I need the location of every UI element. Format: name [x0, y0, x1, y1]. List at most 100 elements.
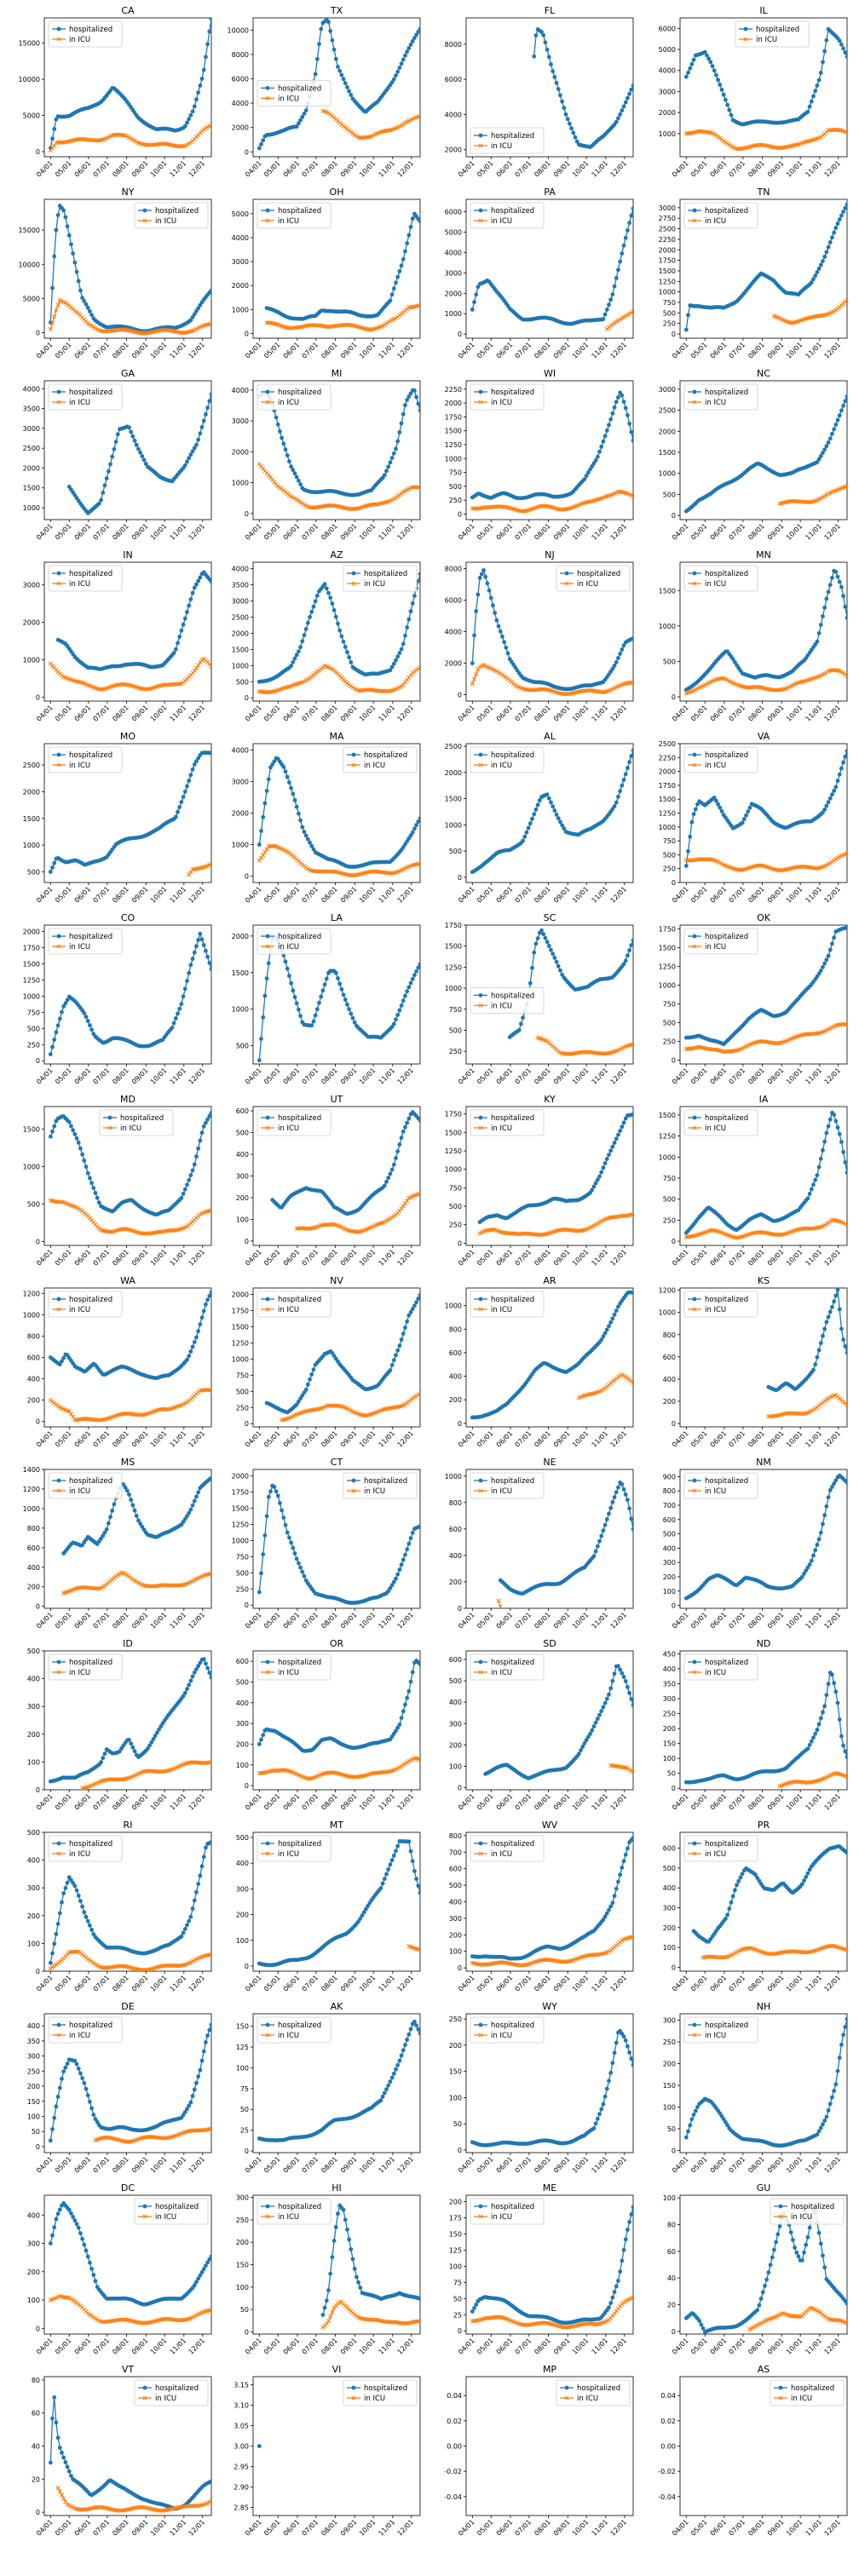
legend-label: hospitalized: [69, 751, 112, 760]
x-tick-label: 10/01: [358, 522, 378, 542]
hospitalized-point: [143, 462, 148, 466]
subplot-title: MN: [756, 549, 771, 561]
x-tick-label: 08/01: [111, 159, 130, 179]
x-tick-label: 11/01: [378, 341, 397, 360]
hospitalized-point: [69, 1124, 73, 1129]
hospitalized-point: [287, 780, 291, 785]
x-tick-label: 04/01: [671, 522, 690, 542]
hospitalized-point: [835, 574, 840, 579]
x-tick-label: 11/01: [591, 885, 610, 905]
hospitalized-point: [394, 1156, 398, 1160]
hospitalized-point: [71, 1128, 76, 1133]
hospitalized-point: [472, 633, 476, 638]
legend-marker: [56, 37, 61, 42]
legend-marker: [265, 85, 270, 90]
hospitalized-point: [345, 650, 349, 654]
hospitalized-point: [179, 800, 184, 804]
hospitalized-point: [816, 266, 822, 271]
x-tick-label: 12/01: [823, 1067, 843, 1086]
x-tick-label: 11/01: [169, 885, 188, 905]
x-tick-label: 06/01: [282, 704, 302, 723]
subplot-title: SC: [544, 912, 556, 923]
plot-area: [48, 204, 211, 336]
hospitalized-point: [341, 77, 346, 82]
x-tick-label: 12/01: [396, 522, 416, 542]
hospitalized-point: [388, 1171, 393, 1176]
x-tick-label: 06/01: [495, 159, 515, 179]
hospitalized-point: [551, 952, 556, 957]
y-tick-label: 1000: [659, 470, 676, 478]
y-tick-label: 6000: [659, 25, 676, 32]
y-tick-label: 500: [449, 1203, 462, 1210]
hospitalized-point: [198, 83, 203, 88]
hospitalized-point: [599, 444, 604, 449]
x-tick-label: 06/01: [282, 159, 302, 179]
subplot-title: AZ: [330, 549, 343, 561]
hospitalized-point: [631, 438, 633, 443]
x-tick-label: 12/01: [609, 522, 629, 542]
x-tick-label: 06/01: [73, 159, 93, 179]
hospitalized-point: [52, 254, 57, 259]
hospitalized-point: [199, 425, 205, 429]
x-tick-label: 12/01: [187, 522, 207, 542]
x-tick-label: 12/01: [823, 704, 843, 723]
x-tick-label: 04/01: [457, 1248, 476, 1268]
hospitalized-point: [185, 1182, 189, 1187]
series-line-icu: [258, 463, 420, 510]
hospitalized-point: [826, 244, 831, 250]
y-tick-label: 2500: [659, 226, 676, 233]
hospitalized-point: [705, 53, 709, 58]
legend-marker: [478, 143, 483, 148]
hospitalized-point: [827, 796, 833, 801]
hospitalized-point: [401, 641, 406, 647]
hospitalized-point: [89, 313, 94, 317]
x-tick-label: 12/01: [187, 1067, 207, 1086]
hospitalized-point: [569, 126, 574, 131]
y-tick-label: 500: [663, 658, 676, 665]
hospitalized-point: [616, 794, 620, 799]
hospitalized-point: [477, 576, 482, 580]
hospitalized-point: [194, 1154, 199, 1159]
plot-area: [532, 26, 633, 149]
hospitalized-point: [388, 460, 393, 465]
legend-label: hospitalized: [491, 132, 534, 141]
x-tick-label: 09/01: [130, 341, 150, 360]
hospitalized-point: [608, 1148, 614, 1153]
hospitalized-point: [483, 574, 488, 579]
hospitalized-point: [397, 66, 402, 70]
x-tick-label: 10/01: [149, 1067, 169, 1086]
y-tick-label: 1250: [659, 963, 676, 970]
legend-label: hospitalized: [705, 751, 748, 760]
hospitalized-point: [192, 1162, 197, 1167]
x-tick-label: 06/01: [709, 704, 729, 723]
hospitalized-point: [287, 459, 291, 464]
x-tick-label: 04/01: [244, 704, 263, 723]
hospitalized-point: [55, 1023, 61, 1028]
hospitalized-point: [343, 81, 348, 86]
icu-point: [845, 484, 847, 489]
legend-marker: [743, 26, 748, 32]
hospitalized-point: [333, 970, 338, 975]
hospitalized-point: [809, 99, 814, 104]
hospitalized-point: [333, 614, 338, 619]
hospitalized-point: [412, 594, 417, 598]
y-tick-label: 3000: [23, 425, 40, 433]
hospitalized-point: [194, 944, 199, 949]
hospitalized-point: [414, 969, 419, 974]
hospitalized-point: [824, 37, 829, 43]
y-tick-label: 2000: [232, 282, 249, 290]
x-tick-label: 10/01: [149, 341, 169, 360]
x-tick-label: 06/01: [73, 341, 93, 360]
hospitalized-point: [91, 1186, 96, 1191]
plot-area: [683, 26, 847, 152]
hospitalized-point: [50, 865, 55, 870]
hospitalized-point: [816, 630, 822, 635]
legend-label: hospitalized: [69, 570, 112, 578]
hospitalized-point: [285, 774, 290, 779]
x-tick-label: 05/01: [262, 341, 282, 360]
hospitalized-point: [48, 1052, 53, 1057]
hospitalized-point: [71, 251, 76, 256]
